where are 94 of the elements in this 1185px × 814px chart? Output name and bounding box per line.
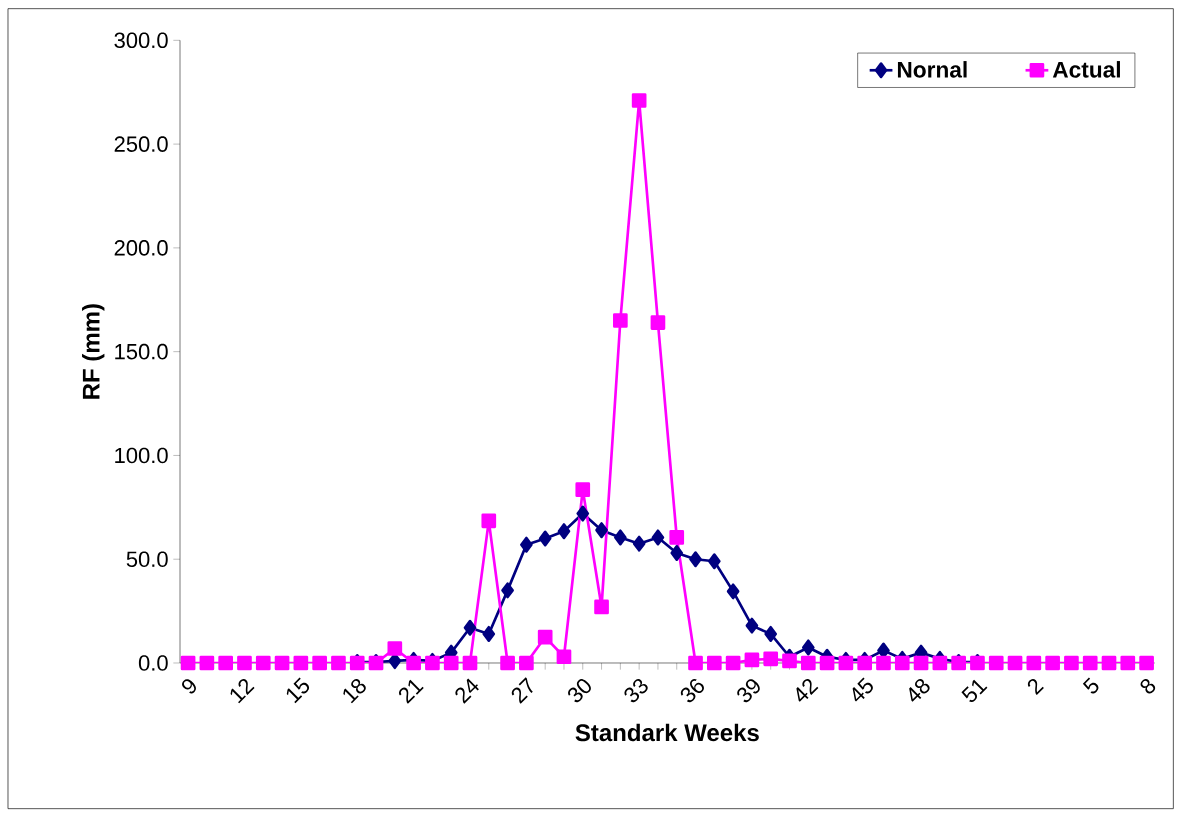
point bbox=[913, 655, 929, 671]
point bbox=[819, 655, 835, 671]
y-axis-title: RF (mm) bbox=[82, 304, 105, 399]
point bbox=[557, 523, 571, 540]
x-tick-label: 39 bbox=[737, 679, 760, 703]
point bbox=[293, 655, 309, 671]
point bbox=[857, 655, 873, 671]
point bbox=[725, 655, 741, 671]
x-tick-label: 33 bbox=[624, 678, 648, 703]
point bbox=[387, 641, 403, 656]
point bbox=[764, 625, 778, 642]
point bbox=[651, 529, 665, 546]
point bbox=[782, 653, 797, 669]
y-tick-label: 0.0 bbox=[138, 655, 168, 671]
point bbox=[481, 513, 497, 529]
point bbox=[876, 655, 891, 671]
point bbox=[800, 655, 816, 671]
point bbox=[801, 639, 815, 656]
legend-label: Nornal bbox=[897, 61, 967, 78]
x-tick-label: 30 bbox=[568, 679, 591, 703]
point bbox=[1120, 655, 1136, 671]
point bbox=[932, 655, 948, 671]
point bbox=[707, 553, 721, 570]
x-tick-label: 42 bbox=[796, 678, 819, 702]
point bbox=[706, 655, 722, 671]
x-tick-label: 45 bbox=[852, 677, 873, 702]
y-tick-label: 150.0 bbox=[115, 343, 168, 360]
point bbox=[614, 529, 627, 546]
point bbox=[463, 619, 477, 636]
point bbox=[199, 655, 215, 671]
x-tick-label: 21 bbox=[398, 679, 424, 704]
point bbox=[744, 652, 760, 668]
y-tick-label: 300.0 bbox=[114, 32, 168, 49]
x-axis-title: Standark Weeks bbox=[575, 723, 759, 742]
point bbox=[180, 655, 196, 671]
point bbox=[632, 535, 646, 552]
point bbox=[1082, 655, 1098, 671]
point bbox=[631, 93, 647, 108]
x-tick-label: 15 bbox=[286, 677, 310, 704]
point bbox=[1007, 655, 1023, 671]
x-tick-label: 18 bbox=[343, 678, 366, 704]
point bbox=[613, 313, 628, 328]
x-tick-label: 36 bbox=[680, 678, 704, 703]
point bbox=[255, 655, 271, 671]
point bbox=[1064, 655, 1079, 671]
point bbox=[312, 655, 327, 671]
y-tick-label: 200.0 bbox=[114, 240, 168, 256]
x-tick-label: 9 bbox=[182, 679, 196, 694]
point bbox=[763, 651, 779, 667]
point bbox=[538, 530, 552, 547]
point bbox=[575, 482, 591, 498]
x-tick-label: 24 bbox=[455, 678, 479, 704]
point bbox=[274, 655, 290, 671]
y-tick-label: 50.0 bbox=[126, 551, 168, 567]
point bbox=[406, 655, 421, 671]
x-tick-label: 51 bbox=[961, 679, 988, 703]
point bbox=[838, 655, 854, 671]
point bbox=[556, 649, 572, 665]
point bbox=[595, 522, 608, 539]
point bbox=[1026, 655, 1042, 671]
point bbox=[519, 655, 534, 671]
x-tick-label: 2 bbox=[1027, 678, 1044, 696]
point bbox=[482, 625, 496, 642]
legend-label: Actual bbox=[1052, 61, 1120, 78]
point bbox=[443, 655, 459, 671]
point bbox=[501, 582, 514, 599]
point bbox=[1045, 655, 1060, 671]
point bbox=[537, 629, 553, 645]
point bbox=[500, 655, 515, 671]
point bbox=[745, 617, 759, 634]
point bbox=[988, 655, 1004, 671]
point bbox=[218, 655, 234, 671]
point bbox=[520, 536, 533, 553]
point bbox=[894, 655, 910, 671]
point bbox=[670, 544, 684, 561]
point bbox=[1101, 655, 1117, 671]
point bbox=[650, 315, 666, 330]
y-tick-label: 250.0 bbox=[114, 136, 168, 152]
point bbox=[726, 583, 740, 600]
point bbox=[594, 599, 609, 615]
y-tick-label: 100.0 bbox=[115, 447, 168, 464]
point bbox=[689, 551, 702, 568]
point bbox=[237, 655, 252, 671]
x-tick-label: 27 bbox=[511, 677, 533, 704]
x-tick-label: 48 bbox=[909, 678, 930, 702]
x-tick-label: 12 bbox=[230, 678, 255, 704]
point bbox=[669, 530, 685, 545]
point bbox=[688, 655, 703, 671]
point bbox=[576, 505, 590, 522]
x-tick-label: 5 bbox=[1082, 677, 1099, 694]
point bbox=[331, 655, 346, 671]
x-tick-label: 8 bbox=[1140, 678, 1156, 694]
point bbox=[462, 655, 478, 671]
point bbox=[1139, 655, 1154, 671]
